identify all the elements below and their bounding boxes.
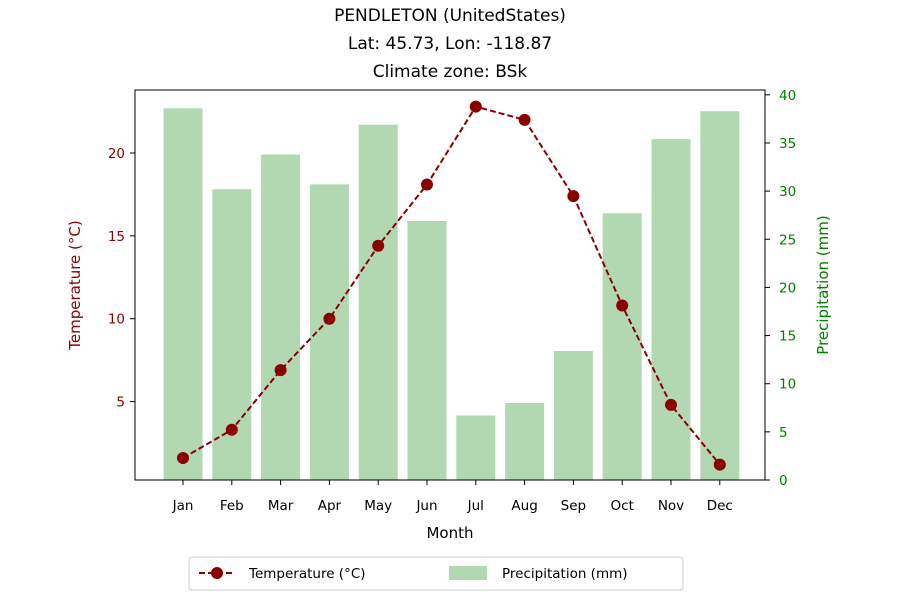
temperature-point <box>665 398 677 411</box>
right-y-tick-label: 20 <box>779 280 796 296</box>
precipitation-bar <box>700 111 740 481</box>
right-y-tick-label: 10 <box>779 377 796 393</box>
legend-precipitation-swatch-icon <box>449 566 487 580</box>
x-tick-label: Apr <box>318 498 342 514</box>
x-tick-label: Jan <box>172 498 194 514</box>
left-y-tick-label: 5 <box>116 395 125 411</box>
right-y-tick-label: 15 <box>779 329 796 345</box>
right-y-tick-label: 25 <box>779 232 796 248</box>
temperature-point <box>469 100 482 113</box>
right-y-tick-label: 30 <box>779 184 796 200</box>
temperature-point <box>518 113 531 126</box>
legend-precipitation-label: Precipitation (mm) <box>502 566 628 582</box>
left-y-tick-label: 10 <box>108 312 125 328</box>
right-y-axis-label: Precipitation (mm) <box>814 215 832 354</box>
title-line-2: Lat: 45.73, Lon: -118.87 <box>348 34 552 54</box>
x-tick-label: Mar <box>268 498 294 514</box>
precipitation-bar <box>553 350 593 480</box>
x-tick-label: Dec <box>707 498 733 514</box>
plot-frame <box>134 89 766 481</box>
precipitation-bar <box>407 220 447 481</box>
legend-temperature-marker-icon <box>211 567 223 579</box>
temperature-series-line <box>182 105 721 466</box>
x-axis-label: Month <box>426 524 473 542</box>
x-tick-label: Jun <box>415 498 437 514</box>
right-y-axis: 0 5 10 15 20 25 30 35 40 <box>765 88 796 489</box>
temperature-point <box>274 364 287 377</box>
title-line-1: PENDLETON (UnitedStates) <box>334 6 566 26</box>
temperature-point <box>177 451 189 464</box>
left-y-axis-label: Temperature (°C) <box>66 220 84 350</box>
left-y-axis: 5 10 15 20 <box>108 146 135 411</box>
precipitation-bar <box>505 402 545 480</box>
right-y-tick-label: 40 <box>779 88 796 104</box>
legend-box <box>188 556 684 591</box>
right-y-tick-label: 5 <box>779 425 788 441</box>
x-tick-label: Jul <box>467 498 484 514</box>
left-y-tick-label: 20 <box>108 146 125 162</box>
precipitation-bar <box>163 108 203 480</box>
title-line-3: Climate zone: BSk <box>373 62 528 82</box>
x-tick-label: Oct <box>611 498 634 514</box>
precipitation-bar <box>261 154 301 480</box>
temperature-point <box>421 178 433 191</box>
temperature-point <box>323 312 336 325</box>
x-tick-label: Nov <box>658 498 684 514</box>
x-tick-label: Aug <box>511 498 537 514</box>
temperature-point <box>567 190 580 203</box>
precipitation-bars <box>163 108 740 481</box>
precipitation-bar <box>212 189 252 480</box>
chart-title: PENDLETON (UnitedStates) Lat: 45.73, Lon… <box>334 6 566 82</box>
x-tick-label: May <box>364 498 392 514</box>
temperature-point <box>713 458 726 471</box>
precipitation-bar <box>358 124 398 481</box>
temperature-line <box>177 100 726 471</box>
precipitation-bar <box>602 213 642 480</box>
precipitation-bar <box>651 139 691 480</box>
legend-temperature-label: Temperature (°C) <box>248 566 366 582</box>
x-tick-label: Sep <box>561 498 586 514</box>
temperature-point <box>616 299 629 312</box>
temperature-point <box>225 423 238 436</box>
right-y-tick-label: 0 <box>779 473 788 489</box>
right-y-tick-label: 35 <box>779 136 796 152</box>
legend: Temperature (°C) Precipitation (mm) <box>188 556 684 591</box>
temperature-point <box>372 239 385 252</box>
left-y-tick-label: 15 <box>108 229 125 245</box>
precipitation-bar <box>456 415 496 480</box>
x-tick-label: Feb <box>220 498 244 514</box>
x-axis: Jan Feb Mar Apr May Jun Jul Aug Sep Oct Nov Dec <box>172 480 733 514</box>
